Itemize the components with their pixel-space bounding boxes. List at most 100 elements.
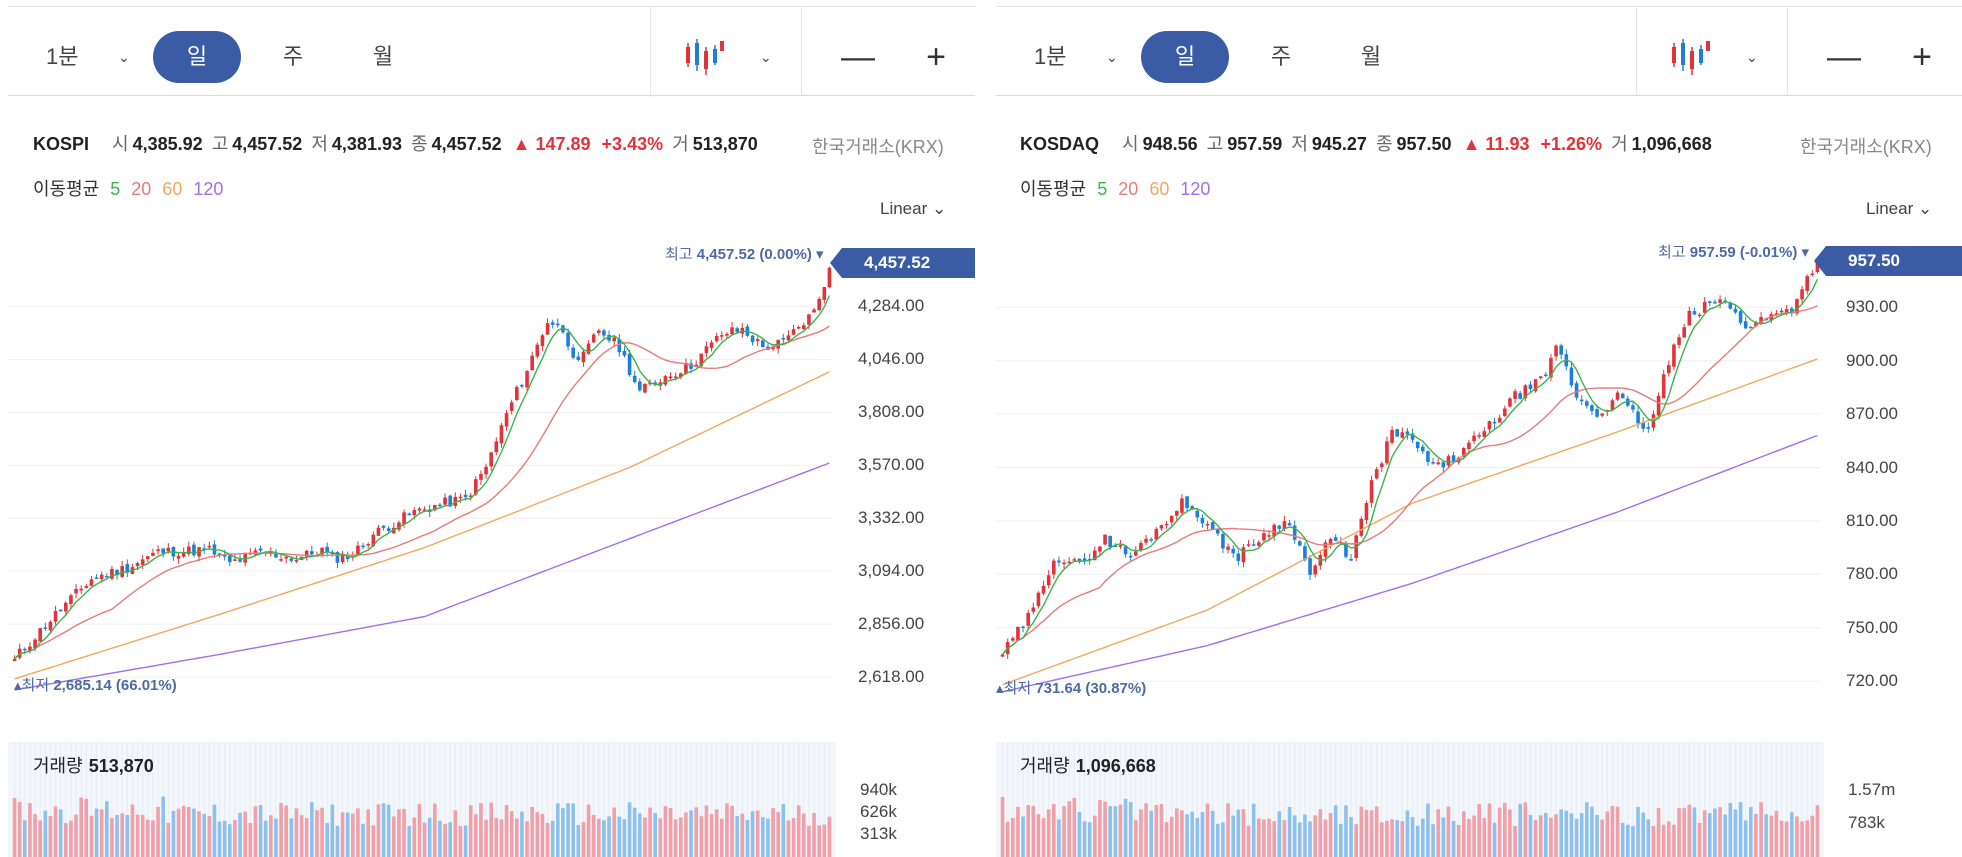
candle-body <box>94 577 99 579</box>
volume-bar <box>1221 822 1225 857</box>
volume-bar <box>366 809 370 857</box>
candle-body <box>438 504 442 507</box>
candle-body <box>38 628 42 642</box>
zoom-out-button[interactable]: — <box>1827 38 1861 76</box>
volume-bar <box>197 811 201 857</box>
zoom-in-button[interactable]: + <box>1912 38 1932 76</box>
candle-body <box>1077 558 1082 561</box>
volume-bar <box>1036 814 1041 857</box>
period-month-button[interactable]: 월 <box>1360 44 1382 69</box>
volume-bar <box>1590 806 1594 857</box>
candle-body <box>89 579 94 586</box>
candle-body <box>1646 427 1651 429</box>
volume-bar <box>484 819 488 857</box>
interval-dropdown[interactable]: 1분 ⌄ <box>46 31 130 83</box>
volume-bar <box>515 818 519 857</box>
candle-body <box>1800 289 1804 300</box>
volume-bar <box>561 808 565 857</box>
candle-body <box>1697 314 1702 317</box>
candle-body <box>23 648 27 651</box>
volume-bar <box>1103 801 1107 857</box>
period-day-button[interactable]: 일 <box>153 31 241 83</box>
last-price-tag: 4,457.52 <box>830 248 975 278</box>
chart-type-chevron-icon[interactable]: ⌄ <box>1746 49 1758 65</box>
volume-bar <box>1041 818 1046 857</box>
zoom-out-button[interactable]: — <box>841 38 875 76</box>
scale-selector[interactable]: Linear ⌄ <box>1866 199 1932 219</box>
candle-body <box>602 330 606 336</box>
volume-bar <box>1164 821 1169 857</box>
period-week-button[interactable]: 주 <box>282 44 304 69</box>
price-chart[interactable] <box>996 230 1956 710</box>
candle-body <box>1692 311 1697 315</box>
candle-body <box>1292 525 1297 540</box>
candle-body <box>289 558 294 561</box>
candle-body <box>1380 463 1384 468</box>
candlestick-type-icon[interactable] <box>682 35 726 79</box>
period-day-button[interactable]: 일 <box>1141 31 1229 83</box>
zoom-in-button[interactable]: + <box>926 38 946 76</box>
period-month-button[interactable]: 월 <box>372 44 394 69</box>
volume-bar <box>791 818 796 857</box>
scale-selector[interactable]: Linear ⌄ <box>880 199 946 219</box>
price-chart[interactable] <box>8 230 968 710</box>
candle-body <box>58 609 63 612</box>
toolbar-divider <box>650 7 651 97</box>
volume-bar <box>1190 811 1194 857</box>
volume-bar <box>545 822 550 857</box>
volume-bar <box>1523 802 1528 857</box>
volume-bar <box>84 798 89 857</box>
candle-body <box>12 658 17 662</box>
candle-body <box>1446 456 1451 466</box>
candlestick-type-icon[interactable] <box>1668 35 1712 79</box>
candle-body <box>146 556 150 560</box>
close-label: 종 <box>411 134 428 154</box>
volume-bar <box>827 816 832 857</box>
volume-bar <box>591 814 596 857</box>
candle-body <box>1779 310 1784 313</box>
open-value: 4,385.92 <box>132 134 203 154</box>
candle-body <box>69 595 73 604</box>
volume-chart[interactable] <box>8 742 968 857</box>
volume-chart[interactable] <box>996 742 1956 857</box>
candle-body <box>1759 317 1763 324</box>
y-axis-tick: 3,570.00 <box>858 455 925 475</box>
open-value: 948.56 <box>1142 134 1198 154</box>
volume-bar <box>750 811 755 857</box>
interval-dropdown[interactable]: 1분 ⌄ <box>1034 31 1118 83</box>
volume-bar <box>556 803 560 857</box>
volume-bar <box>48 815 53 857</box>
candle-body <box>535 344 540 357</box>
volume-bar <box>663 806 668 857</box>
candle-body <box>1431 462 1435 464</box>
volume-bar <box>1328 813 1333 857</box>
volume-bar <box>643 817 647 857</box>
volume-bar <box>1656 807 1661 857</box>
volume-bar <box>1708 813 1712 857</box>
candle-body <box>714 335 719 342</box>
volume-axis-tick: 940k <box>860 780 897 799</box>
candle-body <box>1600 413 1604 416</box>
candle-body <box>340 554 345 563</box>
volume-bar <box>161 796 165 857</box>
volume-bar <box>233 819 237 857</box>
candle-body <box>1610 400 1615 410</box>
high-marker-value: 957.59 (-0.01%) <box>1689 244 1798 261</box>
candle-body <box>1513 391 1517 399</box>
volume-bar <box>1672 824 1676 857</box>
volume-background <box>996 742 1824 857</box>
candle-body <box>1000 654 1005 657</box>
volume-bar <box>1784 821 1789 857</box>
candle-body <box>1718 299 1722 303</box>
volume-bar <box>1615 806 1620 857</box>
volume-bar <box>1441 817 1446 857</box>
chart-type-chevron-icon[interactable]: ⌄ <box>760 49 772 65</box>
candle-body <box>1713 301 1717 304</box>
period-week-button[interactable]: 주 <box>1270 44 1292 69</box>
candle-body <box>1615 392 1620 400</box>
volume-bar <box>1559 809 1563 857</box>
candle-body <box>1062 562 1066 565</box>
volume-bar <box>622 819 627 857</box>
volume-bar <box>694 807 698 857</box>
volume-bar <box>330 804 335 857</box>
